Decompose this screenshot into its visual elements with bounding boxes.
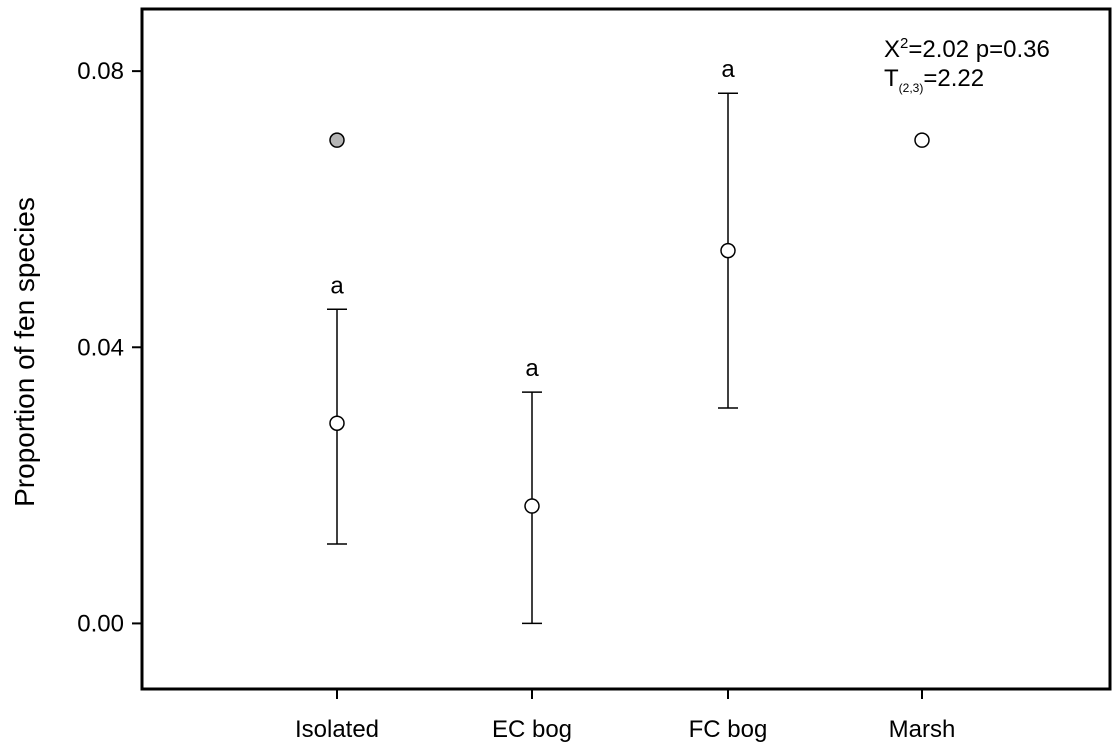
- x-tick-label: Marsh: [889, 716, 956, 743]
- significance-letter: a: [721, 56, 735, 83]
- data-point: [914, 132, 930, 148]
- chi-square-annotation: X2=2.02 p=0.36: [884, 35, 1050, 63]
- data-marks: a a a: [327, 56, 930, 625]
- chi-base: X: [884, 36, 900, 63]
- t-statistic-annotation: T(2,3)=2.22: [884, 65, 984, 95]
- y-axis: 0.00 0.04 0.08: [77, 58, 142, 637]
- outlier-point: [329, 132, 345, 148]
- t-base: T: [884, 65, 899, 92]
- plot-border: [140, 7, 1112, 691]
- t-value: =2.22: [923, 65, 984, 92]
- data-point: [329, 415, 345, 431]
- data-point: [524, 498, 540, 514]
- plot-frame: [140, 7, 1112, 691]
- data-point: [720, 242, 736, 259]
- chi-value: =2.02 p=0.36: [908, 36, 1049, 63]
- t-subscript: (2,3): [899, 81, 924, 95]
- x-axis: Isolated EC bog FC bog Marsh: [295, 689, 955, 743]
- y-axis-label: Proportion of fen species: [9, 197, 40, 507]
- x-tick-label: Isolated: [295, 716, 379, 743]
- y-tick-label: 0.00: [77, 610, 124, 637]
- significance-letter: a: [525, 355, 539, 382]
- x-tick-label: FC bog: [689, 716, 768, 743]
- y-tick-label: 0.08: [77, 58, 124, 85]
- chi-superscript: 2: [900, 35, 908, 52]
- y-tick-label: 0.04: [77, 334, 124, 361]
- significance-letter: a: [330, 272, 344, 299]
- x-tick-label: EC bog: [492, 716, 572, 743]
